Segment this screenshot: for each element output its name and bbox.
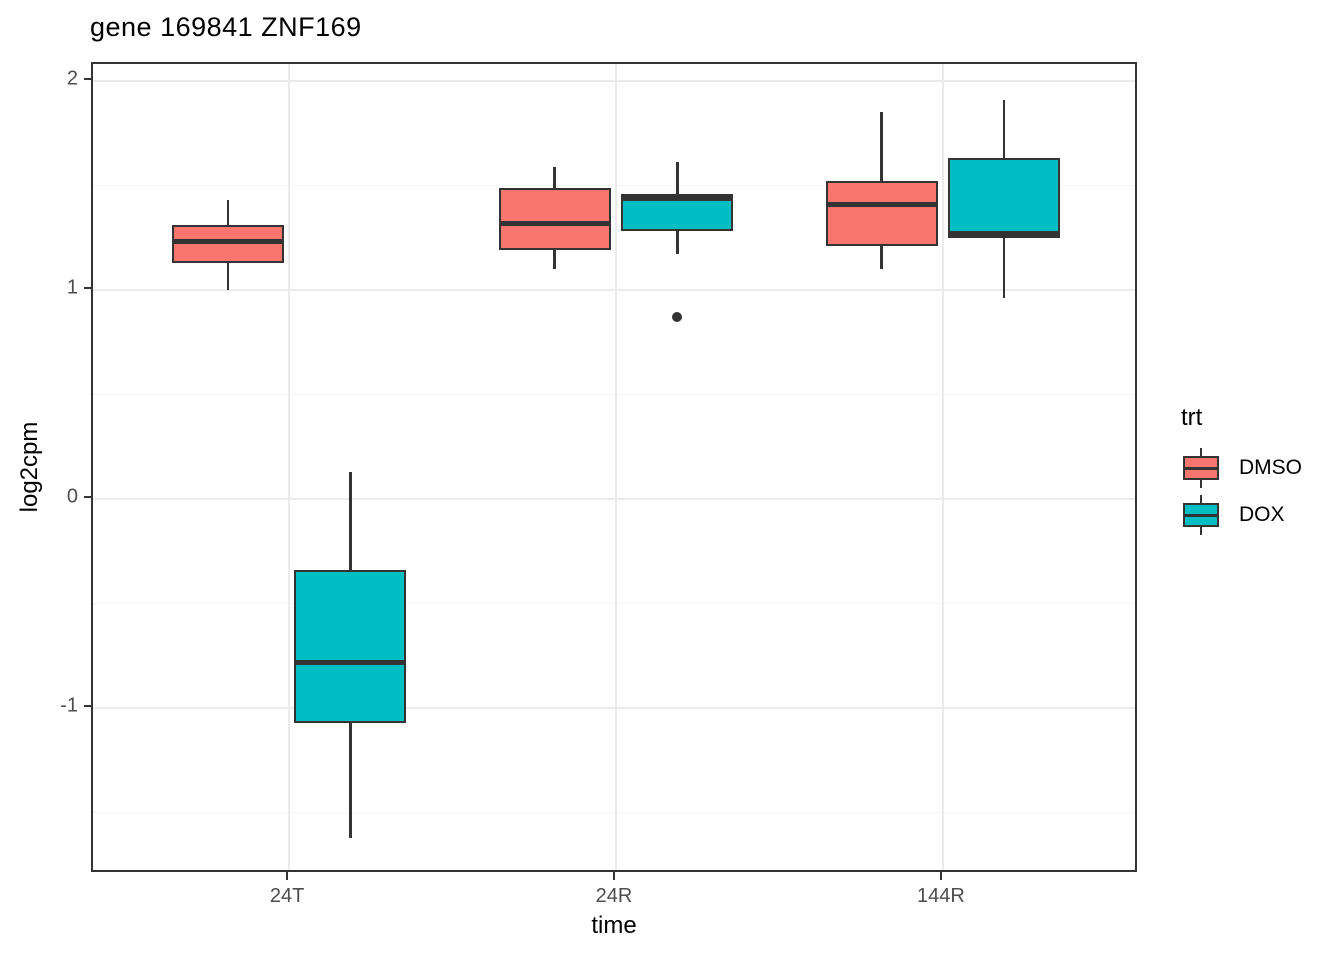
box-24R-DMSO — [498, 187, 611, 251]
x-tick — [286, 872, 289, 880]
y-tick — [84, 496, 91, 499]
plot-panel — [91, 62, 1137, 872]
gridline-major — [93, 707, 1135, 710]
outlier-24R-DOX — [672, 312, 683, 323]
x-tick-label-144R: 144R — [916, 885, 965, 907]
boxplot-key-icon — [1181, 448, 1221, 488]
legend-label-dox: DOX — [1239, 503, 1285, 526]
y-tick-label: -1 — [60, 694, 78, 717]
legend-title: trt — [1181, 404, 1203, 431]
plot-title: gene 169841 ZNF169 — [90, 12, 362, 42]
y-tick — [84, 705, 91, 708]
y-tick-label: 0 — [66, 485, 78, 508]
median-24T-DMSO — [171, 239, 284, 245]
box-144R-DOX — [948, 158, 1061, 238]
x-tick — [939, 872, 942, 880]
key-median — [1183, 466, 1219, 470]
median-24R-DOX — [621, 195, 734, 201]
median-24R-DMSO — [498, 220, 611, 226]
y-tick-label: 2 — [66, 67, 78, 90]
legend: trt DMSO DOX — [1181, 404, 1302, 542]
gridline-major — [93, 498, 1135, 501]
legend-label-dmso: DMSO — [1239, 456, 1302, 479]
gridline-major — [93, 289, 1135, 292]
gridline-major-24T — [288, 64, 291, 870]
legend-entry-dox: DOX — [1181, 495, 1302, 535]
box-24T-DOX — [294, 570, 407, 723]
legend-entry-dmso: DMSO — [1181, 448, 1302, 488]
y-tick-label: 1 — [66, 276, 78, 299]
boxplot-key-icon — [1181, 495, 1221, 535]
box-144R-DMSO — [825, 181, 938, 247]
gridline-major-144R — [941, 64, 944, 870]
gridline-minor — [93, 603, 1135, 605]
gridline-major-24R — [615, 64, 617, 870]
gridline-minor — [93, 394, 1135, 396]
x-axis-title: time — [591, 912, 637, 939]
key-median — [1183, 513, 1219, 517]
y-tick — [84, 287, 91, 290]
gridline-minor — [93, 184, 1135, 186]
gridline-major — [93, 79, 1135, 82]
median-144R-DOX — [948, 231, 1061, 237]
x-tick — [613, 872, 615, 880]
x-tick-label-24T: 24T — [269, 885, 305, 907]
median-24T-DOX — [294, 659, 407, 665]
median-144R-DMSO — [825, 201, 938, 207]
gridline-minor — [93, 812, 1135, 814]
y-tick — [84, 77, 91, 80]
x-tick-label-24R: 24R — [595, 885, 633, 907]
